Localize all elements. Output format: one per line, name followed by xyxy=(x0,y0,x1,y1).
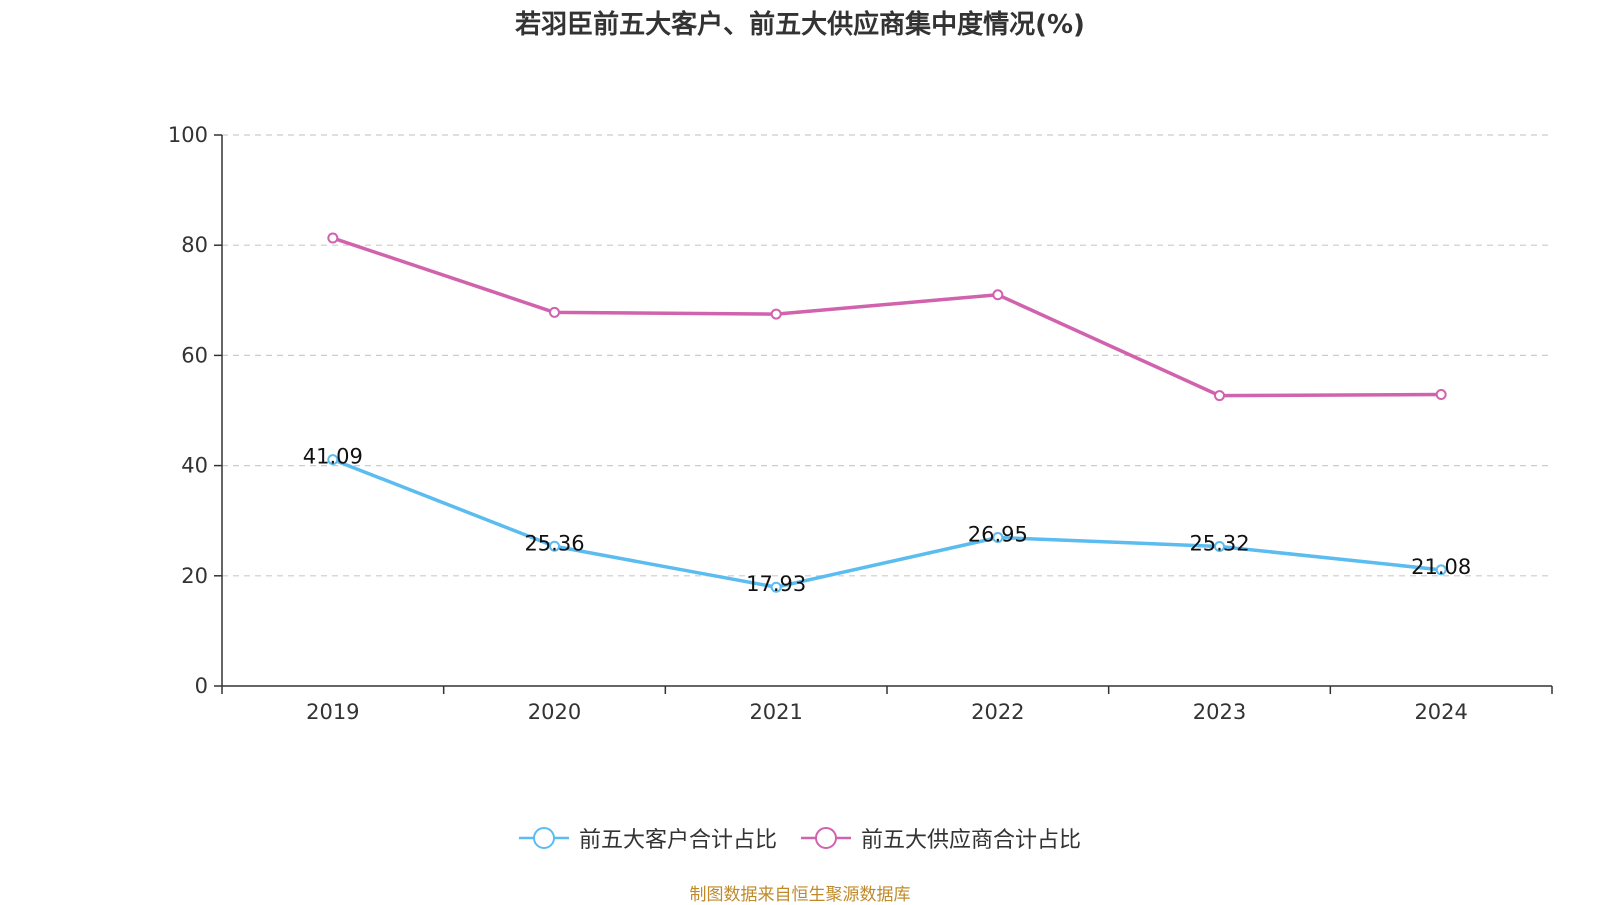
x-tick-label: 2021 xyxy=(749,700,802,724)
legend-label: 前五大供应商合计占比 xyxy=(861,828,1082,853)
legend-marker-icon xyxy=(801,827,851,849)
legend-marker-icon xyxy=(518,827,569,849)
series-line-2 xyxy=(332,236,1442,398)
data-point xyxy=(770,308,782,320)
data-label: 25.36 xyxy=(524,531,584,555)
series-line-1 xyxy=(332,457,1442,589)
legend-label: 前五大客户合计占比 xyxy=(578,828,777,853)
axes: 0 20 40 60 80 100 2019 2020 2021 2022 2023 2024 xyxy=(168,123,1553,724)
x-tick-label: 2019 xyxy=(306,700,359,724)
chart-title: 若羽臣前五大客户、前五大供应商集中度情况(%) xyxy=(515,10,1085,40)
data-label: 25.32 xyxy=(1189,531,1249,555)
data-point xyxy=(327,232,339,244)
data-label: 17.93 xyxy=(746,572,806,596)
legend-item-2[interactable]: 前五大供应商合计占比 xyxy=(801,822,1081,854)
data-label: 41.09 xyxy=(303,445,363,469)
data-label: 26.95 xyxy=(968,523,1028,547)
data-point xyxy=(1214,390,1225,402)
data-labels: 41.09 25.36 17.93 26.95 25.32 21.08 xyxy=(303,445,1471,597)
data-point xyxy=(1435,564,1447,576)
series-lines xyxy=(327,232,1447,593)
x-tick-label: 2020 xyxy=(528,700,581,724)
x-tick-label: 2023 xyxy=(1193,700,1246,724)
y-tick-label: 100 xyxy=(168,123,208,147)
gridlines xyxy=(222,134,1552,577)
y-tick-label: 60 xyxy=(181,343,208,367)
y-tick-label: 20 xyxy=(181,564,208,588)
data-point xyxy=(992,289,1004,301)
data-point xyxy=(770,581,782,593)
y-tick-label: 0 xyxy=(195,674,208,698)
x-tick-label: 2024 xyxy=(1414,700,1467,724)
legend-item-1[interactable]: 前五大客户合计占比 xyxy=(518,822,777,854)
y-tick-label: 40 xyxy=(181,454,208,478)
data-point xyxy=(1214,540,1225,552)
y-tick-label: 80 xyxy=(181,233,208,257)
x-tick-label: 2022 xyxy=(971,700,1024,724)
legend: 前五大客户合计占比 前五大供应商合计占比 xyxy=(0,822,1600,854)
source-note: 制图数据来自恒生聚源数据库 xyxy=(689,885,911,905)
data-point xyxy=(327,454,339,466)
data-point xyxy=(1435,389,1447,401)
data-point xyxy=(549,306,560,318)
data-label: 21.08 xyxy=(1411,555,1471,579)
data-point xyxy=(549,540,560,552)
data-point xyxy=(992,532,1004,544)
